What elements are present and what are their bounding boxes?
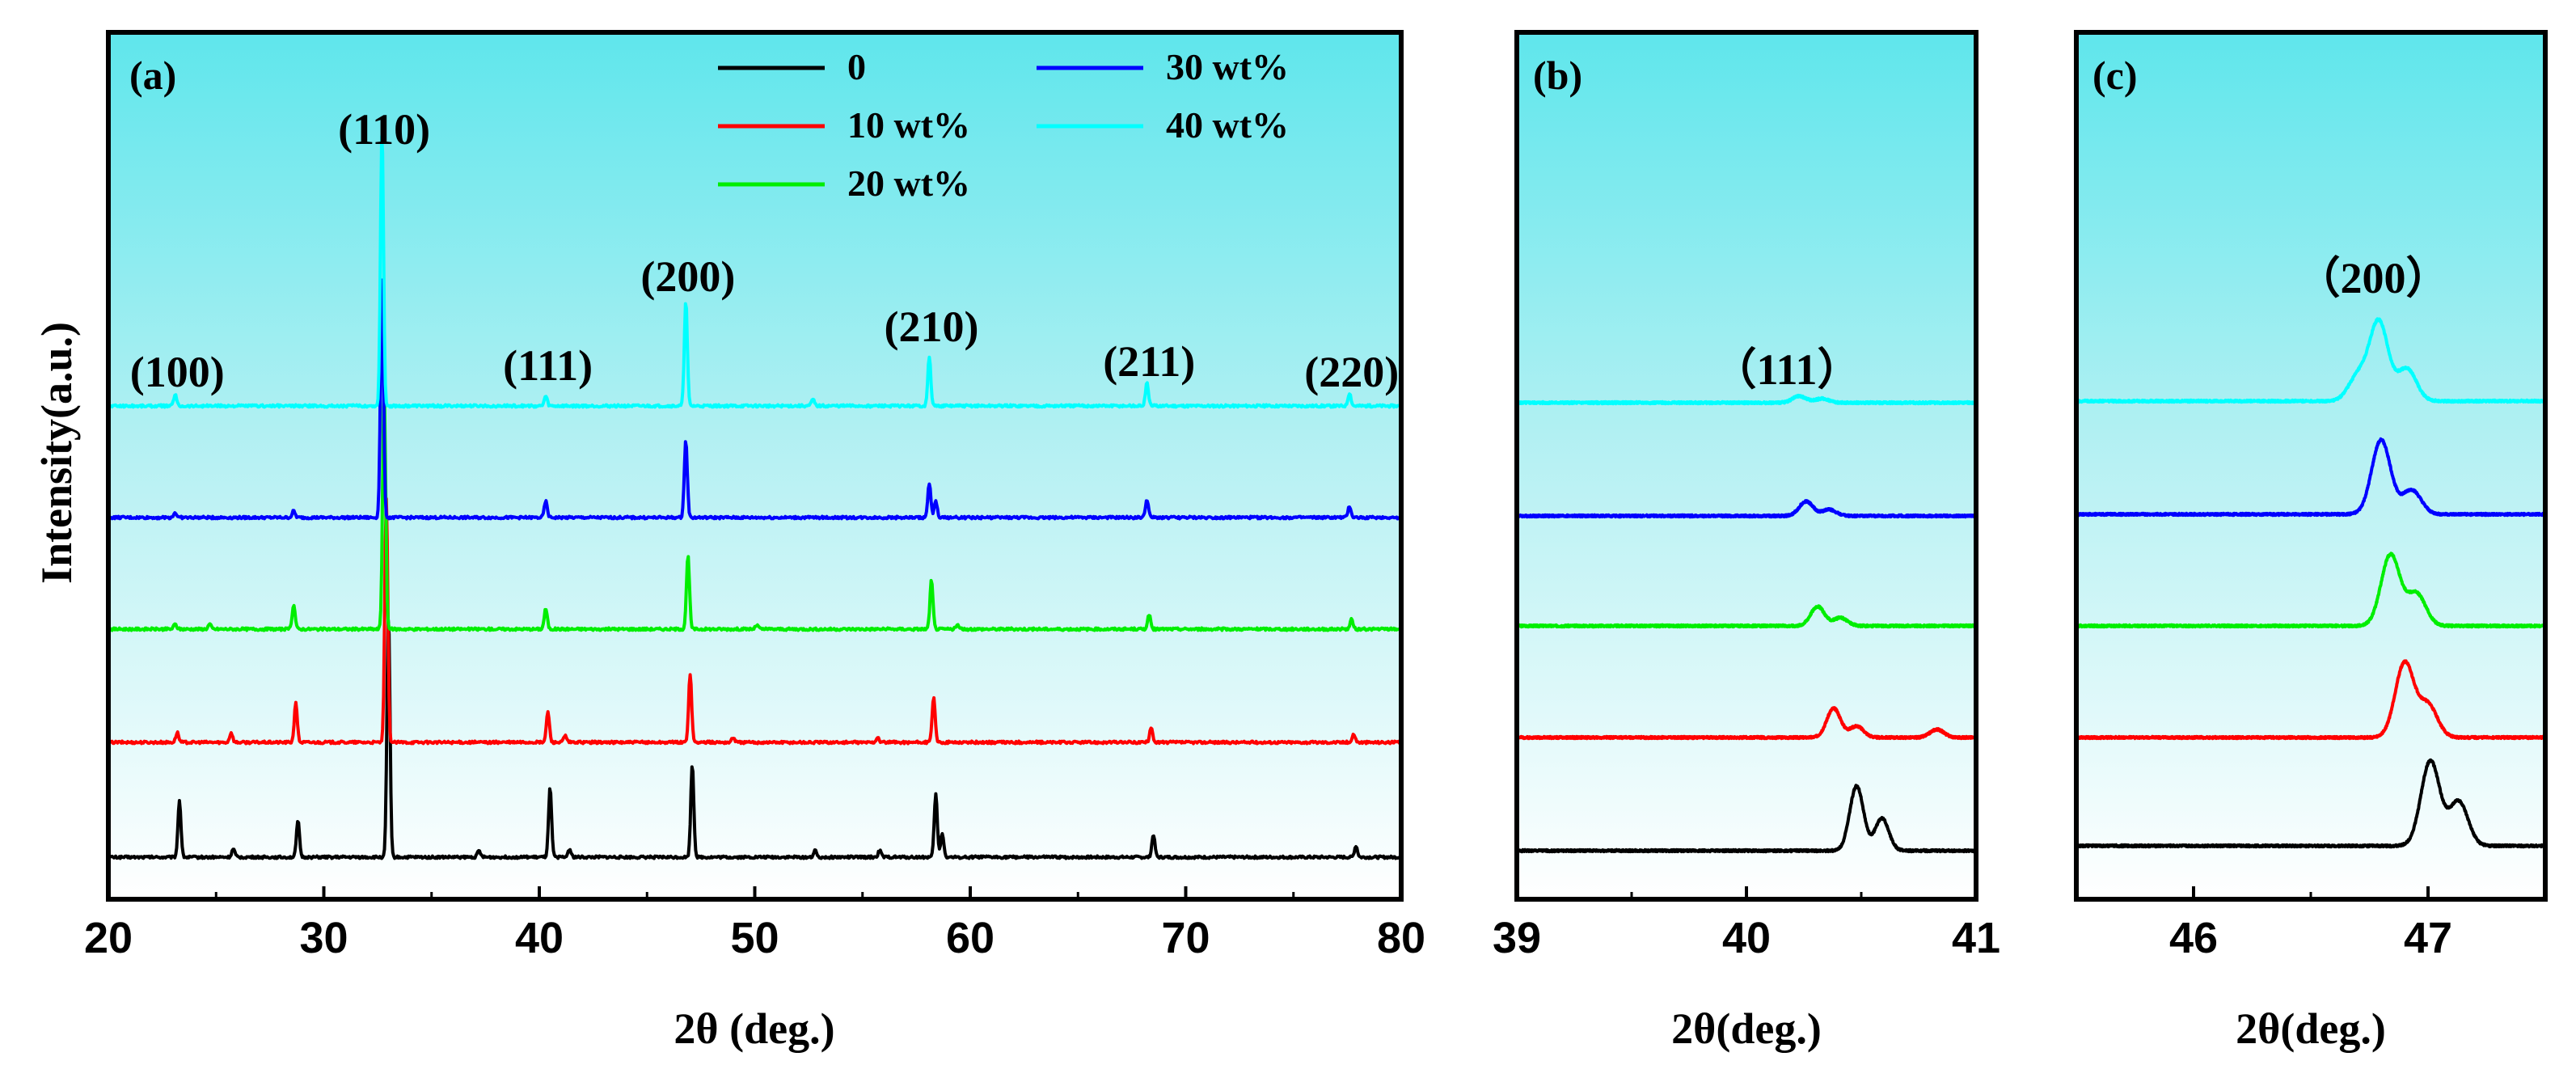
series-line-c-30wt [2076,437,2545,518]
y-axis-title: Intensity(a.u.) [32,322,81,584]
panel-b-series [1517,393,1976,854]
series-line-a-10wt [108,497,1401,746]
series-line-a-30wt [108,278,1401,521]
legend-label: 10 wt% [847,104,970,146]
panel-b-background [1517,32,1976,899]
series-line-c-20wt [2076,552,2545,629]
peak-label-211: (211) [1103,337,1195,386]
panel-c-x-axis-title: 2θ(deg.) [2236,1004,2386,1053]
peak-label-111: (111) [503,341,593,390]
series-line-a-0 [108,618,1401,860]
panel-a-label: (a) [129,53,176,98]
x-tick-label: 47 [2404,914,2452,962]
panel-b: 39 40 41 (b) 2θ(deg.) （111） [1493,30,2000,1053]
series-line-b-40wt [1517,393,1976,406]
legend-label: 20 wt% [847,163,970,204]
x-tick-label: 40 [1722,914,1771,962]
peak-label-210: (210) [885,302,979,351]
panel-c-series [2076,317,2545,849]
series-line-c-10wt [2076,659,2545,741]
series-line-a-40wt [108,134,1401,409]
panel-c-peak-label: （200） [2297,254,2450,302]
x-tick-label: 80 [1377,914,1425,962]
peak-label-200: (200) [640,252,735,301]
panel-b-x-axis-title: 2θ(deg.) [1671,1004,1822,1053]
panel-c-x-ticks: 46 47 [2075,886,2547,962]
x-tick-label: 60 [946,914,995,962]
panel-a: 20 30 40 50 60 70 80 (a) 2θ (deg.) Intensity(a… [32,30,1425,1053]
legend-label: 30 wt% [1166,46,1289,87]
panel-a-x-axis-title: 2θ (deg.) [674,1004,834,1053]
series-line-b-10wt [1517,706,1976,741]
x-tick-label: 30 [299,914,348,962]
x-tick-label: 41 [1952,914,2000,962]
panel-a-series [108,134,1401,860]
series-line-a-20wt [108,389,1401,632]
series-line-b-0 [1517,784,1976,854]
legend-label: 0 [847,46,866,87]
panel-a-background [108,32,1401,899]
panel-a-x-ticks: 20 30 40 50 60 70 80 [84,886,1425,962]
panel-b-label: (b) [1533,53,1582,98]
peak-label-220: (220) [1304,348,1399,396]
legend: 0 10 wt% 20 wt% 30 wt% 40 wt% [718,46,1289,204]
x-tick-label: 70 [1161,914,1210,962]
panel-b-peak-label: （111） [1712,345,1860,394]
peak-label-110: (110) [338,105,430,154]
panel-c-label: (c) [2092,53,2138,98]
panel-c: 46 47 (c) 2θ(deg.) （200） [2074,30,2548,1053]
series-line-b-20wt [1517,604,1976,629]
panel-c-background [2076,32,2545,899]
x-tick-label: 39 [1493,914,1541,962]
series-line-b-30wt [1517,499,1976,519]
panel-b-x-ticks: 39 40 41 [1493,886,2000,962]
x-tick-label: 46 [2169,914,2218,962]
series-line-c-40wt [2076,317,2545,404]
x-tick-label: 50 [730,914,779,962]
x-tick-label: 40 [515,914,564,962]
series-line-c-0 [2076,758,2545,849]
peak-label-100: (100) [130,348,225,396]
x-tick-label: 20 [84,914,133,962]
legend-label: 40 wt% [1166,104,1289,146]
panel-a-peak-labels: (100) (110) (111) (200) (210) (211) (220) [130,105,1399,396]
